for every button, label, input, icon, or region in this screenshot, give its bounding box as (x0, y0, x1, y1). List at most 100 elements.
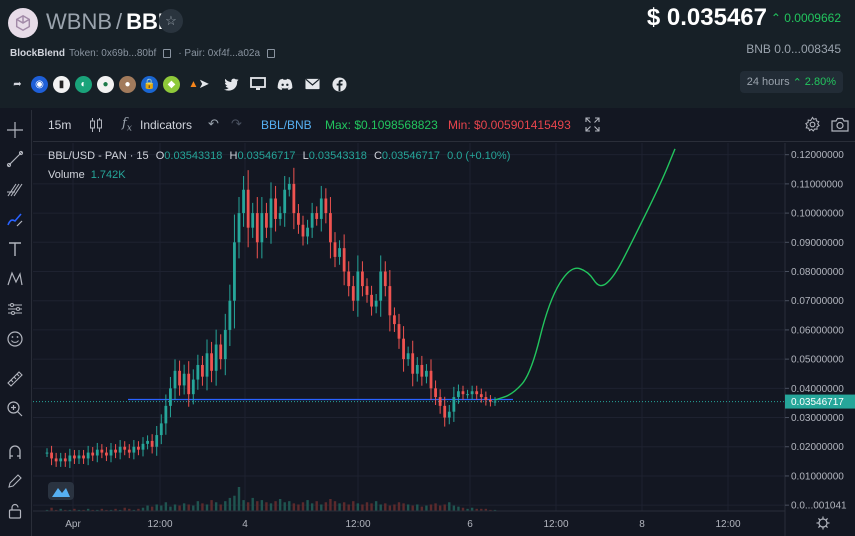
stay-drawing-tool[interactable] (5, 471, 25, 491)
trend-line-tool[interactable] (5, 149, 25, 169)
high-value: 0.03546717 (237, 150, 296, 162)
volume-bar (388, 505, 392, 511)
candle-body (223, 329, 227, 360)
lock-tool[interactable] (5, 501, 25, 521)
volume-bar (475, 508, 478, 511)
email-icon[interactable] (304, 76, 320, 92)
candle-body (255, 213, 259, 243)
open-value: 0.03543318 (164, 150, 223, 162)
candle-body (178, 370, 181, 386)
candle-body (205, 353, 209, 377)
volume-bar (173, 504, 177, 511)
magnet-tool[interactable] (5, 442, 25, 462)
candle-body (324, 198, 328, 214)
volume-bar (182, 503, 186, 511)
volume-bar (425, 505, 428, 511)
pattern-tool[interactable] (5, 269, 25, 289)
base-token: WBNB (46, 9, 112, 34)
chart-symbol: BBL/USD - PAN · 15 (48, 150, 149, 162)
avatar-icon[interactable]: ● (119, 76, 136, 93)
poocoin-icon[interactable]: ● (97, 76, 114, 93)
emoji-tool[interactable] (5, 329, 25, 349)
volume-bar (205, 504, 209, 511)
candle-body (260, 213, 264, 243)
volume-bar (283, 502, 286, 511)
zoom-in-icon (7, 401, 23, 417)
volume-bar (320, 504, 323, 511)
price-axis[interactable] (785, 143, 855, 536)
trend-line-icon (6, 150, 24, 168)
volume-bar (329, 499, 332, 511)
volume-bar (379, 504, 382, 511)
candle-body (393, 315, 396, 325)
axis-settings-icon[interactable] (816, 516, 830, 530)
website-icon[interactable] (250, 76, 266, 92)
price-chart[interactable]: 0.12000000 0.11000000 0.10000000 0.09000000… (33, 143, 855, 536)
candle-body (173, 370, 177, 389)
fx-icon[interactable]: fx (122, 116, 132, 134)
candle-body (242, 189, 245, 214)
pancakeswap-icon[interactable]: ◆ (163, 76, 180, 93)
candle-body (383, 271, 387, 287)
coingecko-icon[interactable]: ▮ (53, 76, 70, 93)
fib-tool[interactable] (5, 179, 25, 199)
copy-token-icon[interactable] (163, 49, 172, 58)
candle-body (100, 449, 104, 453)
candle-body (68, 455, 72, 462)
gear-icon[interactable] (804, 116, 821, 136)
camera-icon[interactable] (831, 117, 849, 135)
volume-bar (406, 504, 410, 511)
candle-body (191, 379, 195, 395)
candle-body (452, 397, 456, 412)
volume-bar (448, 502, 451, 511)
zoom-tool[interactable] (5, 399, 25, 419)
measure-tool[interactable] (5, 369, 25, 389)
volume-bar (493, 509, 497, 511)
candle-body (269, 198, 273, 228)
chart-toolbar: 15m fx Indicators ↶ ↷ BBL/BNB Max: $0.10… (33, 110, 855, 142)
telegram-icon[interactable]: ➤ (198, 76, 210, 91)
volume-bar (45, 509, 49, 511)
volume-bar (196, 501, 200, 511)
twitter-icon[interactable] (223, 76, 239, 92)
chart-type-button[interactable] (89, 117, 103, 133)
candle-body (114, 449, 117, 453)
interval-button[interactable]: 15m (48, 118, 72, 132)
candle-body (475, 391, 479, 395)
candle-body (283, 189, 287, 214)
copy-pair-icon[interactable] (267, 49, 276, 58)
link-icons: ➦ ◉ ▮ ◐ ● ● 🔒 ◆ ▲ (9, 76, 202, 93)
bscscan-icon[interactable]: 🔒 (141, 76, 158, 93)
metamask-icon[interactable]: ▲ (188, 79, 199, 90)
y-tick-label: 0.02000000 (791, 442, 844, 453)
candle-body (351, 286, 355, 301)
projection-curve[interactable] (494, 148, 676, 401)
crosshair-tool[interactable] (5, 120, 25, 140)
text-tool[interactable] (5, 239, 25, 259)
brush-tool[interactable] (5, 209, 25, 229)
period-label: 24 hours (746, 76, 790, 88)
tradingview-logo[interactable] (48, 482, 74, 500)
share-icon[interactable]: ➦ (13, 79, 22, 90)
candle-body (447, 411, 451, 418)
redo-icon[interactable]: ↷ (231, 116, 242, 131)
undo-icon[interactable]: ↶ (208, 116, 219, 131)
fullscreen-icon[interactable] (585, 117, 600, 135)
facebook-icon[interactable] (331, 76, 347, 92)
chart-canvas[interactable]: 0.12000000 0.11000000 0.10000000 0.09000000… (33, 143, 855, 536)
pair-toggle-button[interactable]: BBL/BNB (261, 118, 312, 132)
indicators-button[interactable]: Indicators (140, 118, 193, 132)
y-tick-label: 0.01000000 (791, 471, 844, 482)
coinmarketcap-icon[interactable]: ◉ (31, 76, 48, 93)
favorite-star-button[interactable]: ☆ (159, 9, 183, 33)
volume-bar (54, 509, 58, 511)
dextools-icon[interactable]: ◐ (75, 76, 92, 93)
discord-icon[interactable] (277, 76, 293, 92)
candle-body (443, 405, 447, 418)
y-tick-label: 0.03000000 (791, 413, 844, 424)
prediction-tool[interactable] (5, 299, 25, 319)
candle-body (118, 446, 122, 453)
period-badge[interactable]: 24 hours ⌃ 2.80% (739, 71, 843, 93)
bnb-price: BNB 0.0...008345 (746, 42, 841, 56)
candle-body (438, 397, 442, 406)
